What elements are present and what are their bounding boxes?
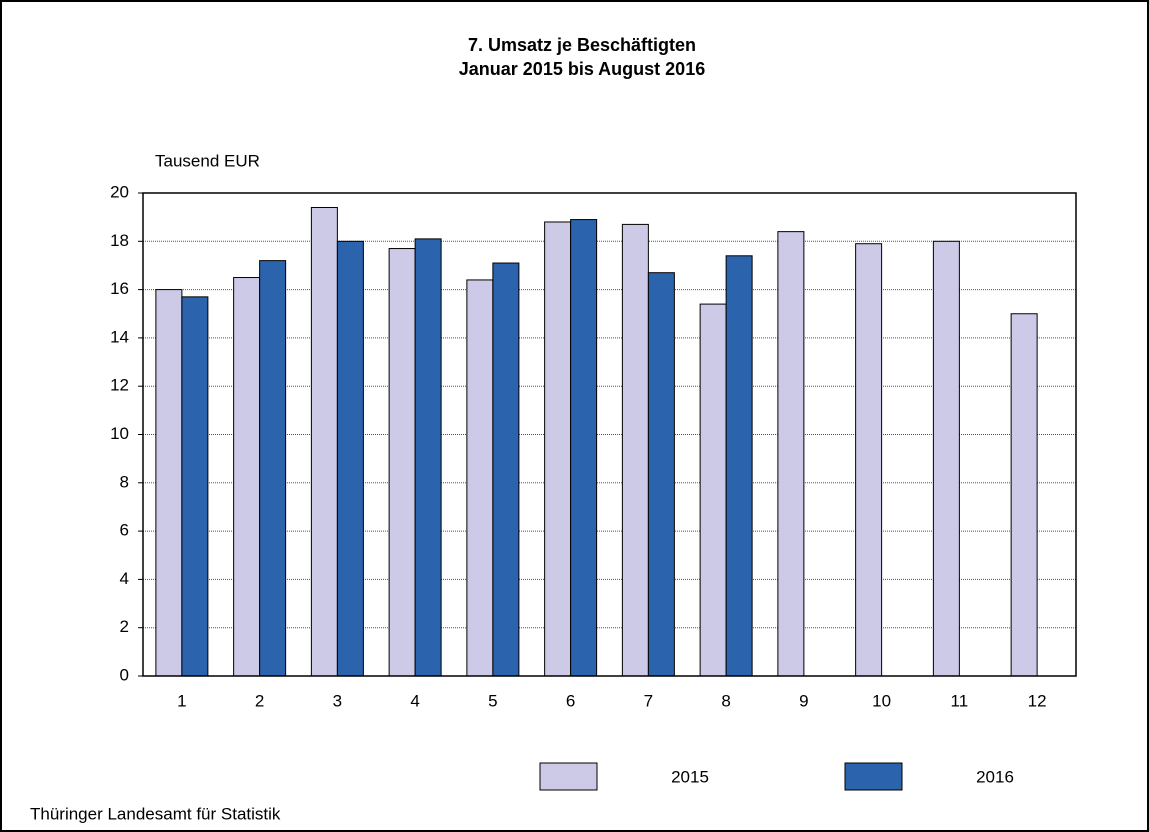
y-tick-label: 16 [110, 279, 129, 298]
x-tick-label: 4 [410, 691, 419, 710]
bar [725, 255, 753, 677]
bar [647, 272, 675, 677]
y-tick-label: 6 [120, 521, 129, 540]
y-tick-label: 14 [110, 327, 129, 346]
bar [492, 262, 520, 677]
y-tick-label: 0 [120, 665, 129, 684]
x-tick-label: 9 [799, 691, 808, 710]
bar [699, 303, 727, 677]
bar [466, 279, 494, 677]
x-tick-label: 11 [951, 691, 969, 710]
bar [259, 260, 287, 677]
bar [310, 206, 338, 677]
x-tick-label: 3 [333, 691, 342, 710]
legend-swatch [844, 762, 903, 791]
bar [855, 243, 883, 677]
bar [1010, 313, 1038, 677]
plot-border [142, 192, 1077, 677]
y-tick-label: 18 [110, 231, 129, 250]
y-tick-label: 8 [120, 472, 129, 491]
y-tick-label: 12 [110, 376, 129, 395]
bar [621, 223, 649, 677]
x-tick-label: 10 [872, 691, 891, 710]
x-tick-label: 6 [566, 691, 575, 710]
chart-subtitle: Januar 2015 bis August 2016 [459, 59, 705, 79]
y-tick-label: 20 [110, 182, 129, 201]
x-tick-label: 1 [177, 691, 186, 710]
bar [181, 296, 209, 677]
bar [414, 238, 442, 677]
bar [777, 231, 805, 677]
source: Thüringer Landesamt für Statistik [30, 804, 281, 823]
legend-label: 2015 [671, 767, 709, 786]
legend-swatch [539, 762, 598, 791]
y-tick-label: 10 [110, 424, 129, 443]
legend-label: 2016 [976, 767, 1014, 786]
x-tick-label: 2 [255, 691, 264, 710]
bar [570, 219, 598, 677]
y-axis-label: Tausend EUR [155, 151, 260, 170]
bar [233, 277, 261, 677]
bar [932, 240, 960, 677]
bar [155, 289, 183, 677]
x-tick-label: 5 [488, 691, 497, 710]
bar [544, 221, 572, 677]
x-tick-label: 7 [644, 691, 653, 710]
x-tick-label: 8 [721, 691, 730, 710]
x-tick-label: 12 [1028, 691, 1047, 710]
bar [336, 240, 364, 677]
y-tick-label: 4 [120, 569, 129, 588]
chart-title: 7. Umsatz je Beschäftigten [468, 35, 696, 55]
bar [388, 248, 416, 677]
y-tick-label: 2 [120, 617, 129, 636]
